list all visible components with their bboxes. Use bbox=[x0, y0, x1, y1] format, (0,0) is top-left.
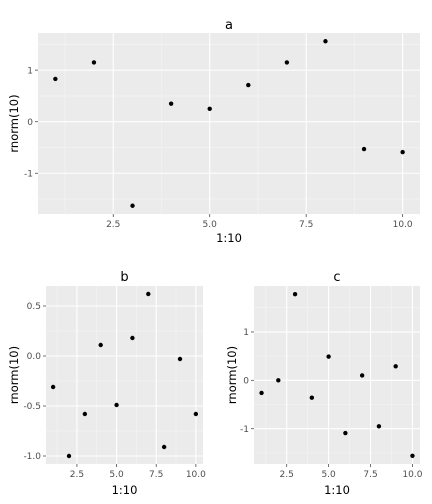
data-point bbox=[326, 354, 331, 359]
data-point bbox=[50, 384, 56, 390]
x-tick-label: 2.5 bbox=[280, 470, 294, 480]
data-point bbox=[193, 411, 199, 417]
data-point bbox=[66, 453, 72, 459]
data-point bbox=[284, 60, 290, 65]
x-axis-title: 1:10 bbox=[324, 483, 350, 497]
x-tick-label: 2.5 bbox=[106, 220, 120, 230]
data-point bbox=[359, 373, 365, 378]
y-tick-label: 1 bbox=[27, 66, 33, 76]
plot-title: b bbox=[120, 270, 128, 285]
data-point bbox=[400, 149, 405, 155]
y-tick-label: -1.0 bbox=[23, 452, 41, 462]
plot-title: a bbox=[225, 18, 233, 33]
x-axis-title: 1:10 bbox=[216, 231, 242, 245]
x-tick-label: 7.5 bbox=[149, 470, 163, 480]
data-point bbox=[91, 60, 97, 65]
data-point bbox=[393, 364, 398, 369]
data-point bbox=[343, 430, 348, 436]
data-point bbox=[130, 203, 135, 208]
y-tick-label: -1 bbox=[240, 425, 249, 435]
data-point bbox=[168, 101, 174, 106]
data-point bbox=[309, 395, 315, 400]
data-point bbox=[259, 390, 264, 396]
plot-panel bbox=[254, 286, 420, 464]
y-axis-title: rnorm(10) bbox=[7, 346, 21, 404]
data-point bbox=[98, 342, 103, 348]
x-tick-label: 5.0 bbox=[203, 220, 218, 230]
data-point bbox=[292, 292, 298, 297]
data-point bbox=[207, 106, 212, 112]
data-point bbox=[130, 335, 135, 341]
data-point bbox=[246, 82, 251, 88]
y-tick-label: -1 bbox=[24, 169, 33, 179]
y-tick-label: 1 bbox=[243, 328, 249, 338]
chart-panel-a: 2.5 5.0 7.5 10.0 -1 0 1 a 1:10 rnorm(10) bbox=[7, 18, 420, 245]
data-point bbox=[361, 146, 367, 152]
x-tick-label: 2.5 bbox=[70, 470, 84, 480]
plot-panel bbox=[38, 33, 420, 214]
data-point bbox=[177, 356, 183, 362]
y-axis-title: rnorm(10) bbox=[7, 94, 21, 152]
y-tick-label: -0.5 bbox=[23, 402, 41, 412]
data-point bbox=[146, 291, 151, 297]
y-tick-label: 0 bbox=[243, 377, 249, 387]
data-point bbox=[276, 378, 281, 383]
chart-panel-b: 2.5 5.0 7.5 10.0 -1.0 -0.5 0.0 0.5 b 1:10 rnorm(10… bbox=[7, 270, 206, 497]
x-tick-label: 5.0 bbox=[321, 470, 336, 480]
data-point bbox=[376, 424, 382, 429]
y-tick-label: 0 bbox=[27, 118, 33, 128]
y-tick-label: 0.0 bbox=[27, 352, 42, 362]
x-tick-label: 5.0 bbox=[109, 470, 124, 480]
y-tick-label: 0.5 bbox=[27, 302, 41, 312]
data-point bbox=[82, 411, 88, 417]
x-tick-label: 10.0 bbox=[393, 220, 413, 230]
data-point bbox=[323, 39, 328, 44]
data-point bbox=[114, 402, 119, 408]
data-point bbox=[410, 453, 415, 458]
chart-panel-c: 2.5 5.0 7.5 10.0 -1 0 1 c 1:10 rnorm(10) bbox=[225, 270, 423, 497]
data-point bbox=[161, 444, 167, 450]
x-tick-label: 10.0 bbox=[186, 470, 206, 480]
x-tick-label: 7.5 bbox=[299, 220, 313, 230]
x-tick-label: 7.5 bbox=[363, 470, 377, 480]
data-point bbox=[53, 76, 58, 82]
y-axis-title: rnorm(10) bbox=[225, 346, 239, 404]
x-tick-label: 10.0 bbox=[402, 470, 422, 480]
plot-panel bbox=[46, 286, 203, 464]
plot-title: c bbox=[333, 270, 340, 285]
x-axis-title: 1:10 bbox=[112, 483, 138, 497]
